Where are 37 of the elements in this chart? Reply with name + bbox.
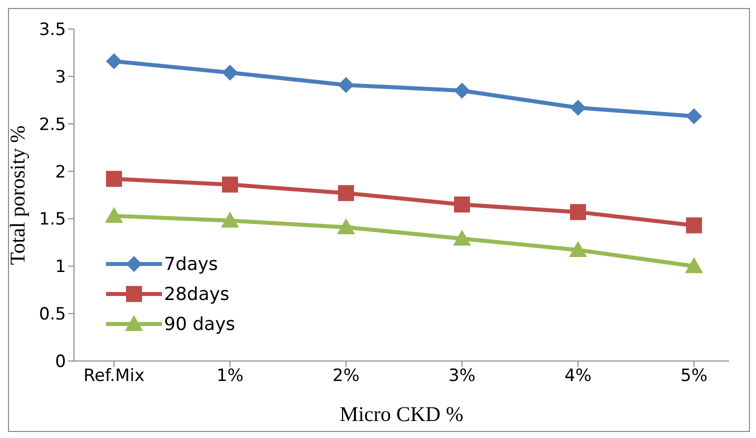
- y-tick-label: 1.5: [38, 210, 66, 230]
- point: [221, 212, 239, 228]
- point: [337, 218, 355, 234]
- x-tick-label: 5%: [680, 366, 708, 386]
- point: [686, 217, 702, 234]
- x-tick-label: 1%: [216, 366, 244, 386]
- x-tick-label: Ref.Mix: [83, 366, 145, 386]
- point: [106, 170, 122, 187]
- y-axis-title: Total porosity %: [5, 125, 30, 265]
- x-tick-label: 2%: [332, 366, 360, 386]
- point: [569, 241, 587, 258]
- point: [105, 206, 123, 223]
- legend-label: 90 days: [164, 314, 236, 334]
- x-axis-title: Micro CKD %: [340, 402, 464, 426]
- x-tick-label: 3%: [448, 366, 476, 386]
- y-tick-label: 3: [55, 67, 66, 88]
- point: [570, 100, 586, 116]
- point: [686, 108, 702, 124]
- point: [338, 76, 354, 93]
- point: [685, 257, 703, 274]
- point: [454, 82, 470, 99]
- y-tick-label: 3.5: [38, 20, 66, 40]
- point: [453, 230, 471, 246]
- legend-label: 28days: [164, 284, 230, 304]
- point: [338, 185, 354, 202]
- point: [454, 196, 470, 212]
- point: [222, 64, 238, 81]
- point: [570, 204, 586, 220]
- point: [222, 176, 238, 193]
- point: [106, 53, 122, 70]
- y-tick-label: 0: [55, 352, 66, 372]
- legend-label: 7days: [164, 254, 218, 274]
- x-tick-label: 4%: [564, 366, 592, 386]
- y-tick-label: 2: [55, 162, 66, 182]
- y-tick-label: 1: [55, 257, 66, 278]
- y-tick-label: 0.5: [38, 304, 66, 325]
- y-tick-label: 2.5: [38, 114, 66, 135]
